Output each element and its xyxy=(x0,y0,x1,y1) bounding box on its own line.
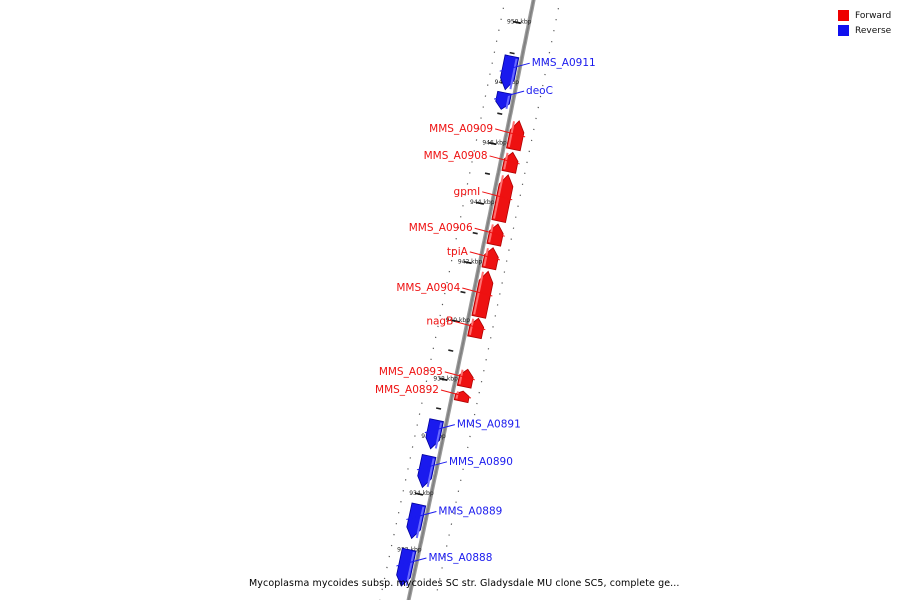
gene-highlight xyxy=(505,94,511,109)
gene-leader xyxy=(489,155,520,165)
tick-label: 938 kbp xyxy=(433,375,458,382)
gene-leader xyxy=(462,287,493,297)
gene-MMS_A0888 xyxy=(396,547,417,587)
legend-swatch-forward xyxy=(838,10,849,21)
tick-mark-major xyxy=(439,377,448,381)
gene-highlight xyxy=(483,247,489,267)
gene-leader xyxy=(493,90,525,100)
gene-leader xyxy=(424,424,455,434)
gene-label: MMS_A0889 xyxy=(438,506,502,518)
gene-leader xyxy=(396,557,427,567)
gene-highlight xyxy=(509,58,518,90)
gene-MMS_A0890 xyxy=(417,454,437,489)
gene-label: MMS_A0890 xyxy=(449,456,513,468)
gene-highlight xyxy=(426,458,435,488)
gene-label: MMS_A0909 xyxy=(429,123,493,135)
tick-mark-major xyxy=(451,319,460,323)
sequence-caption: Mycoplasma mycoides subsp. mycoides SC s… xyxy=(249,578,680,589)
legend-item-forward: Forward xyxy=(838,8,891,23)
gene-highlight xyxy=(458,369,464,385)
tick-mark-major xyxy=(463,260,472,265)
gene-leader xyxy=(455,321,486,331)
gene-MMS_A0906 xyxy=(486,223,504,247)
gene-label: MMS_A0911 xyxy=(532,57,596,69)
gene-highlight xyxy=(503,152,509,170)
gene-highlight xyxy=(493,175,504,219)
tick-mark-major xyxy=(512,20,521,24)
gene-MMS_A0911 xyxy=(500,54,520,91)
gene-leader xyxy=(474,227,505,237)
gene-leader xyxy=(416,461,448,471)
gene-leader xyxy=(499,62,530,72)
tick-mark xyxy=(436,407,442,410)
gene-label: nagB xyxy=(426,316,453,328)
gene-highlight xyxy=(468,318,475,336)
legend-item-reverse: Reverse xyxy=(838,23,891,38)
gene-label: gpmI xyxy=(454,186,481,198)
tick-mark-major xyxy=(475,201,484,205)
gene-label: deoC xyxy=(526,85,553,97)
tick-mark xyxy=(497,112,503,115)
gene-gpmI xyxy=(491,174,514,223)
tick-mark-major xyxy=(414,492,424,496)
gene-tpiA xyxy=(481,247,499,271)
tick-mark-major xyxy=(488,141,497,146)
gene-MMS_A0889 xyxy=(406,502,427,540)
gene-highlight xyxy=(405,551,415,587)
gene-leader xyxy=(494,128,526,138)
tick-mark xyxy=(460,290,466,294)
gene-label: MMS_A0906 xyxy=(409,222,473,234)
tick-mark xyxy=(448,349,454,352)
gene-leader xyxy=(469,251,500,261)
tick-mark xyxy=(472,231,478,235)
gene-highlight xyxy=(434,422,443,449)
tick-label: 944 kbp xyxy=(470,199,495,206)
tick-label: 940 kbp xyxy=(446,317,471,324)
gene-label: MMS_A0888 xyxy=(428,552,492,564)
legend-label-reverse: Reverse xyxy=(855,25,892,36)
legend-label-forward: Forward xyxy=(855,10,892,21)
gene-label: MMS_A0892 xyxy=(375,384,439,396)
tick-label: 934 kbp xyxy=(409,490,434,497)
gene-leader xyxy=(482,191,513,201)
tick-label: 946 kbp xyxy=(482,139,507,146)
tick-label: 942 kbp xyxy=(458,258,483,265)
gene-MMS_A0891 xyxy=(425,418,444,450)
gene-leader xyxy=(440,389,472,399)
gene-label: tpiA xyxy=(447,246,469,258)
legend: Forward Reverse xyxy=(838,8,891,38)
tick-mark xyxy=(484,172,491,175)
backbone-line xyxy=(406,0,535,604)
gene-highlight xyxy=(473,271,485,315)
gene-label: MMS_A0904 xyxy=(396,282,460,294)
gene-label: MMS_A0891 xyxy=(457,419,521,431)
tick-mark xyxy=(509,51,515,55)
tick-label: 950 kbp xyxy=(507,18,532,25)
gene-label: MMS_A0908 xyxy=(424,150,488,162)
gene-leader xyxy=(444,371,475,381)
gene-MMS_A0904 xyxy=(471,270,494,319)
gene-highlight xyxy=(455,391,460,399)
legend-swatch-reverse xyxy=(838,25,849,36)
gene-label: MMS_A0893 xyxy=(379,366,443,378)
gene-highlight xyxy=(507,121,516,148)
gene-leader xyxy=(406,511,437,521)
gene-highlight xyxy=(488,224,494,243)
gene-highlight xyxy=(415,506,425,539)
